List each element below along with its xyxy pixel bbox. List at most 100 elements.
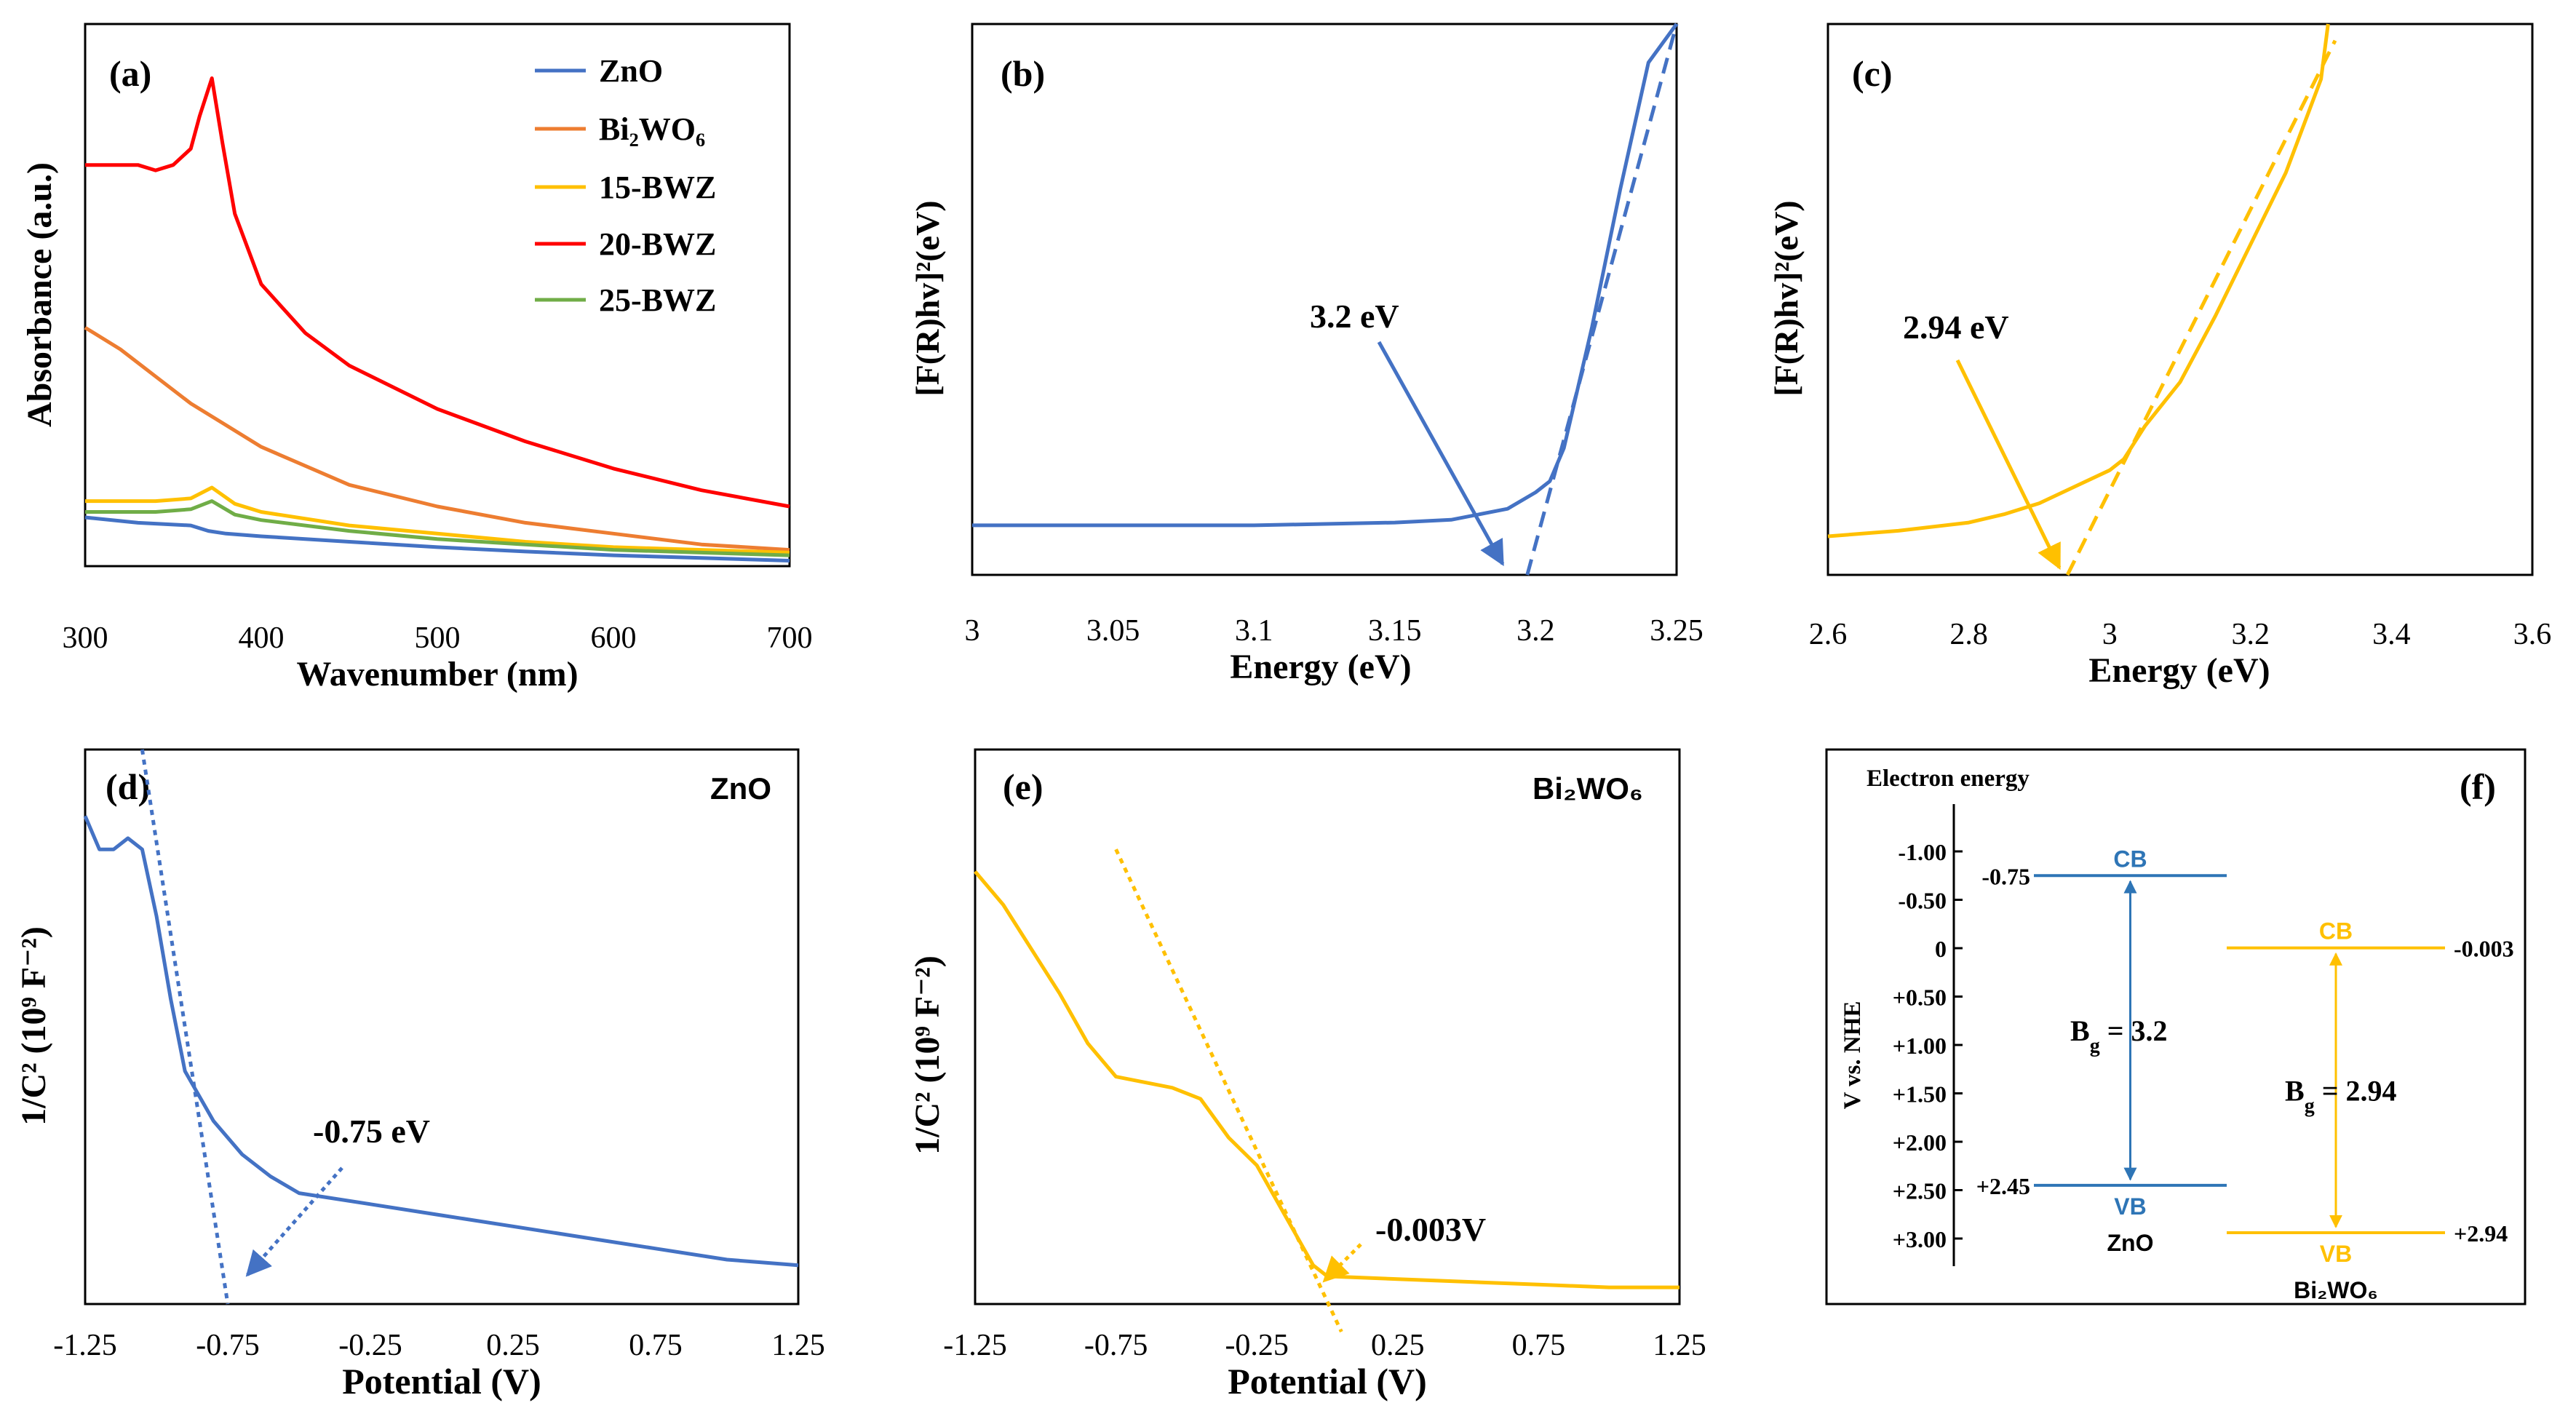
x-tick-labels: 300 400 500 600 700 [63, 621, 813, 655]
x-tick-label: 0.25 [1371, 1329, 1425, 1362]
series-line-zno [84, 515, 790, 563]
panel-label: (d) [106, 766, 150, 807]
x-tick-label: -0.75 [1084, 1329, 1148, 1362]
panel-label: (b) [1001, 53, 1045, 94]
diagram-title: Electron energy [1867, 766, 2030, 792]
cb-value-bi2wo6: -0.003 [2454, 936, 2514, 962]
annotation-label: -0.75 eV [313, 1113, 430, 1150]
x-tick-label: 600 [591, 621, 637, 655]
legend-label-bi2wo6: Bi₂WO₆ [599, 111, 705, 147]
series-group [84, 76, 790, 563]
annotation-arrow [1377, 341, 1505, 567]
y-axis-label: 1/C² (10⁹ F⁻²) [15, 926, 53, 1126]
x-tick-label: 3.2 [1516, 614, 1555, 648]
series-line-zno [83, 815, 799, 1268]
x-axis-label: Energy (eV) [1230, 648, 1411, 686]
x-tick-label: 1.25 [771, 1329, 825, 1362]
material-name-zno: ZnO [2107, 1230, 2154, 1256]
material-label: ZnO [710, 771, 771, 806]
legend-label-25bwz: 25-BWZ [599, 282, 716, 318]
x-tick-label: 500 [415, 621, 461, 655]
x-axis-label: Wavenumber (nm) [296, 655, 578, 693]
cb-label-bi2wo6: CB [2319, 918, 2353, 945]
x-tick-label: 300 [63, 621, 108, 655]
y-tick-label: +3.00 [1893, 1226, 1947, 1252]
x-axis-label: Energy (eV) [2088, 651, 2270, 690]
x-tick-label: -0.75 [196, 1329, 260, 1362]
x-tick-label: 2.8 [1949, 618, 1988, 651]
vb-value-bi2wo6: +2.94 [2454, 1220, 2508, 1247]
y-tick-label: +1.50 [1893, 1081, 1947, 1108]
legend-label-zno: ZnO [599, 53, 663, 89]
bandgap-label-zno: Bg = 3.2 [2070, 1014, 2167, 1057]
plot-frame [971, 23, 1678, 576]
x-tick-labels: -1.25 -0.75 -0.25 0.25 0.75 1.25 [53, 1329, 825, 1362]
y-tick-label: +2.50 [1893, 1178, 1947, 1204]
x-tick-label: 0.75 [629, 1329, 683, 1362]
series-line-tangent [1114, 848, 1343, 1333]
plot-frame [974, 748, 1681, 1305]
series-group [1827, 23, 2337, 576]
annotation-label: -0.003V [1375, 1211, 1486, 1248]
x-tick-label: 0.75 [1512, 1329, 1566, 1362]
panel-d: (d) ZnO -1.25 -0.75 -0.25 0.25 0.75 1.25 Pote… [15, 748, 825, 1402]
x-axis-label: Potential (V) [1228, 1361, 1427, 1402]
series-line-bi2wo6 [84, 326, 790, 552]
x-tick-label: 2.6 [1809, 618, 1848, 651]
legend: ZnO Bi₂WO₆ 15-BWZ 20-BWZ 25-BWZ [535, 53, 716, 318]
x-tick-label: 3 [2102, 618, 2118, 651]
vb-label-zno: VB [2114, 1193, 2146, 1220]
x-tick-label: 700 [767, 621, 813, 655]
panel-label: (c) [1852, 53, 1893, 94]
y-tick-label: +0.50 [1893, 985, 1947, 1011]
series-line-20-bwz [85, 76, 790, 509]
series-group [972, 23, 1679, 576]
x-tick-label: -1.25 [943, 1329, 1007, 1362]
cb-value-zno: -0.75 [1981, 863, 2030, 889]
annotation-label: 3.2 eV [1310, 298, 1399, 335]
panel-label: (a) [109, 53, 151, 94]
y-tick-label: +2.00 [1893, 1129, 1947, 1156]
y-tick-group: -1.00 -0.50 0 +0.50 +1.00 +1.50 +2.00 +2.50 +3.0… [1893, 839, 1963, 1252]
legend-label-20bwz: 20-BWZ [599, 226, 716, 262]
series-line-bi2wo6 [974, 870, 1679, 1289]
panel-e: (e) Bi₂WO₆ -1.25 -0.75 -0.25 0.25 0.75 1.25 P… [908, 748, 1706, 1402]
series-line-tangent [2065, 39, 2337, 576]
legend-label-15bwz: 15-BWZ [599, 170, 716, 205]
y-tick-label: 0 [1935, 936, 1947, 962]
panel-c: (c) 2.6 2.8 3 3.2 3.4 3.6 Energy (eV) [F(R)hv… [1768, 23, 2552, 690]
x-tick-label: 3.1 [1235, 614, 1273, 648]
series-line-zno [972, 23, 1679, 528]
annotation-arrow [1955, 359, 2062, 571]
x-tick-labels: 2.6 2.8 3 3.2 3.4 3.6 [1809, 618, 2552, 651]
cb-label-zno: CB [2113, 846, 2147, 872]
bandgap-label-bi2wo6: Bg = 2.94 [2285, 1074, 2396, 1117]
vb-value-zno: +2.45 [1976, 1173, 2030, 1199]
band-group: CB VB ZnO -0.75 +2.45 Bg = 3.2 CB VB Bi₂WO₆ -0.00… [1976, 846, 2514, 1303]
panel-b: (b) 3 3.05 3.1 3.15 3.2 3.25 Energy (eV) [F(R… [909, 23, 1704, 686]
annotation-label: 2.94 eV [1903, 309, 2009, 346]
material-name-bi2wo6: Bi₂WO₆ [2294, 1277, 2378, 1303]
x-tick-label: 0.25 [486, 1329, 540, 1362]
series-line-bi2wo6 [1827, 23, 2330, 538]
plot-frame [1826, 23, 2534, 576]
y-axis-label: Absorbance (a.u.) [20, 162, 59, 427]
series-line-25-bwz [85, 499, 790, 557]
plot-frame [84, 23, 791, 568]
x-tick-labels: -1.25 -0.75 -0.25 0.25 0.75 1.25 [943, 1329, 1706, 1362]
series-line-tangent [1525, 23, 1679, 576]
x-tick-label: 1.25 [1653, 1329, 1706, 1362]
series-group [974, 848, 1679, 1333]
series-line-tangent [140, 749, 230, 1305]
series-line-15-bwz [85, 485, 790, 555]
plot-frame [1825, 748, 2527, 1305]
x-tick-label: 3.25 [1650, 614, 1704, 648]
x-tick-label: 3 [965, 614, 980, 648]
y-tick-label: +1.00 [1893, 1033, 1947, 1059]
y-axis-label: [F(R)hv]²(eV) [909, 200, 946, 396]
panel-f: (f) Electron energy V vs. NHE -1.00 -0.50… [1825, 748, 2527, 1305]
x-tick-labels: 3 3.05 3.1 3.15 3.2 3.25 [965, 614, 1704, 648]
x-axis-label: Potential (V) [342, 1361, 541, 1402]
x-tick-label: 3.2 [2232, 618, 2270, 651]
